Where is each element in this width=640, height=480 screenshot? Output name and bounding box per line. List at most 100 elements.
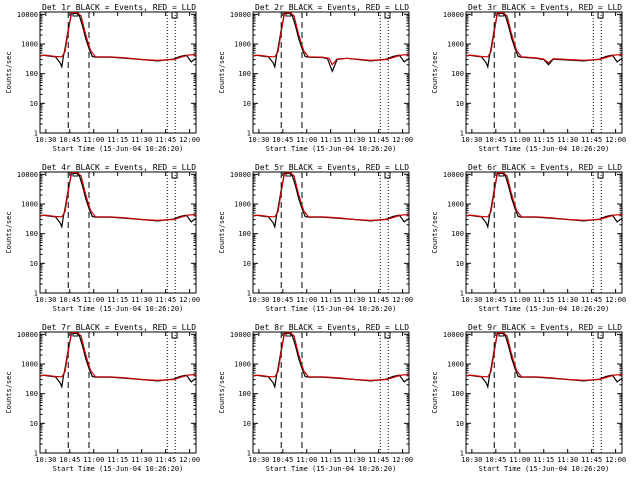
x-tick-label: 10:30: [35, 296, 56, 304]
y-tick-label: 10: [243, 100, 251, 108]
x-axis-label: Start Time (15-Jun-04 10:26:20): [53, 145, 184, 153]
panel-det-4: Det 4r BLACK = Events, RED = LLD 10:30 10:…: [5, 163, 200, 313]
y-tick-label: 10: [456, 420, 464, 428]
panel-title: Det 4r BLACK = Events, RED = LLD: [42, 163, 196, 172]
x-tick-label: 11:00: [83, 136, 104, 144]
panel-det-8: Det 8r BLACK = Events, RED = LLD 10:30 10:…: [218, 323, 413, 473]
y-tick-label: 10: [30, 420, 38, 428]
x-tick-label: 11:45: [368, 136, 389, 144]
y-tick-label: 1000: [21, 201, 38, 209]
x-tick-label: 10:30: [35, 456, 56, 464]
x-tick-label: 11:15: [107, 296, 128, 304]
y-tick-label: 100: [451, 230, 464, 238]
y-tick-label: 100: [238, 70, 251, 78]
panel-title: Det 8r BLACK = Events, RED = LLD: [255, 323, 409, 332]
panel-title: Det 6r BLACK = Events, RED = LLD: [468, 163, 622, 172]
x-tick-label: 11:00: [509, 296, 530, 304]
y-axis-label: Counts/sec: [431, 51, 439, 93]
y-axis-label: Counts/sec: [5, 371, 13, 413]
y-axis-label: Counts/sec: [218, 371, 226, 413]
top-bracket: [171, 172, 178, 179]
panel-title: Det 3r BLACK = Events, RED = LLD: [468, 3, 622, 12]
x-tick-label: 10:45: [59, 296, 80, 304]
y-tick-label: 100: [451, 70, 464, 78]
panel-title: Det 7r BLACK = Events, RED = LLD: [42, 323, 196, 332]
series-line-events: [40, 332, 196, 390]
panel-title: Det 1r BLACK = Events, RED = LLD: [42, 3, 196, 12]
x-tick-label: 11:30: [557, 296, 578, 304]
y-axis-label: Counts/sec: [431, 211, 439, 253]
y-tick-label: 1000: [234, 201, 251, 209]
y-tick-label: 1: [247, 450, 251, 458]
x-tick-label: 12:00: [605, 296, 626, 304]
x-tick-label: 11:45: [155, 136, 176, 144]
y-tick-label: 10: [456, 100, 464, 108]
x-tick-label: 10:30: [248, 136, 269, 144]
series-line-lld: [466, 332, 622, 382]
y-tick-label: 1000: [447, 41, 464, 49]
y-tick-label: 1000: [234, 361, 251, 369]
x-tick-label: 10:30: [461, 136, 482, 144]
x-axis-label: Start Time (15-Jun-04 10:26:20): [479, 145, 610, 153]
plot-frame: [252, 331, 410, 454]
x-tick-label: 11:45: [581, 456, 602, 464]
y-tick-label: 100: [25, 390, 38, 398]
x-axis-label: Start Time (15-Jun-04 10:26:20): [479, 305, 610, 313]
x-tick-label: 11:30: [344, 456, 365, 464]
x-tick-label: 10:45: [272, 136, 293, 144]
panel-det-6: Det 6r BLACK = Events, RED = LLD 10:30 10:…: [431, 163, 626, 313]
x-tick-label: 12:00: [179, 456, 200, 464]
x-tick-label: 10:30: [248, 456, 269, 464]
y-axis-label: Counts/sec: [5, 51, 13, 93]
y-tick-label: 100: [238, 230, 251, 238]
series-line-events: [40, 12, 196, 70]
x-axis-label: Start Time (15-Jun-04 10:26:20): [266, 305, 397, 313]
panel-det-7: Det 7r BLACK = Events, RED = LLD 10:30 10:…: [5, 323, 200, 473]
x-tick-label: 11:15: [320, 456, 341, 464]
x-tick-label: 10:45: [485, 296, 506, 304]
y-tick-label: 10: [243, 260, 251, 268]
x-tick-label: 11:30: [557, 136, 578, 144]
top-bracket: [597, 12, 604, 19]
plot-frame: [39, 11, 197, 134]
y-tick-label: 10: [243, 420, 251, 428]
y-tick-label: 1000: [447, 361, 464, 369]
x-tick-label: 11:15: [320, 136, 341, 144]
y-tick-label: 10: [456, 260, 464, 268]
y-tick-label: 1: [247, 290, 251, 298]
series-line-lld: [466, 12, 622, 64]
y-tick-label: 10000: [17, 11, 38, 19]
x-tick-label: 12:00: [392, 296, 413, 304]
x-tick-label: 11:00: [296, 296, 317, 304]
y-axis-label: Counts/sec: [218, 51, 226, 93]
panel-det-5: Det 5r BLACK = Events, RED = LLD 10:30 10:…: [218, 163, 413, 313]
y-tick-label: 1: [34, 130, 38, 138]
x-tick-label: 11:30: [131, 136, 152, 144]
y-tick-label: 1000: [447, 201, 464, 209]
y-tick-label: 1: [460, 130, 464, 138]
x-tick-label: 11:30: [131, 296, 152, 304]
series-line-lld: [466, 172, 622, 222]
y-tick-label: 10000: [17, 171, 38, 179]
x-axis-label: Start Time (15-Jun-04 10:26:20): [266, 145, 397, 153]
series-line-lld: [253, 12, 409, 66]
panel-det-3: Det 3r BLACK = Events, RED = LLD 10:30 10:…: [431, 3, 626, 153]
x-tick-label: 11:30: [557, 456, 578, 464]
y-tick-label: 10000: [443, 331, 464, 339]
plot-frame: [465, 171, 623, 294]
x-tick-label: 12:00: [179, 136, 200, 144]
x-tick-label: 10:45: [272, 456, 293, 464]
x-axis-label: Start Time (15-Jun-04 10:26:20): [479, 465, 610, 473]
plot-frame: [465, 11, 623, 134]
y-axis-label: Counts/sec: [5, 211, 13, 253]
panel-det-1: Det 1r BLACK = Events, RED = LLD 10:30 10:…: [5, 3, 200, 153]
y-tick-label: 1: [34, 290, 38, 298]
panel-title: Det 9r BLACK = Events, RED = LLD: [468, 323, 622, 332]
x-tick-label: 11:45: [155, 296, 176, 304]
top-bracket: [384, 332, 391, 339]
x-tick-label: 11:00: [296, 136, 317, 144]
y-tick-label: 100: [238, 390, 251, 398]
y-tick-label: 1000: [21, 41, 38, 49]
x-tick-label: 11:15: [533, 456, 554, 464]
y-tick-label: 1000: [234, 41, 251, 49]
